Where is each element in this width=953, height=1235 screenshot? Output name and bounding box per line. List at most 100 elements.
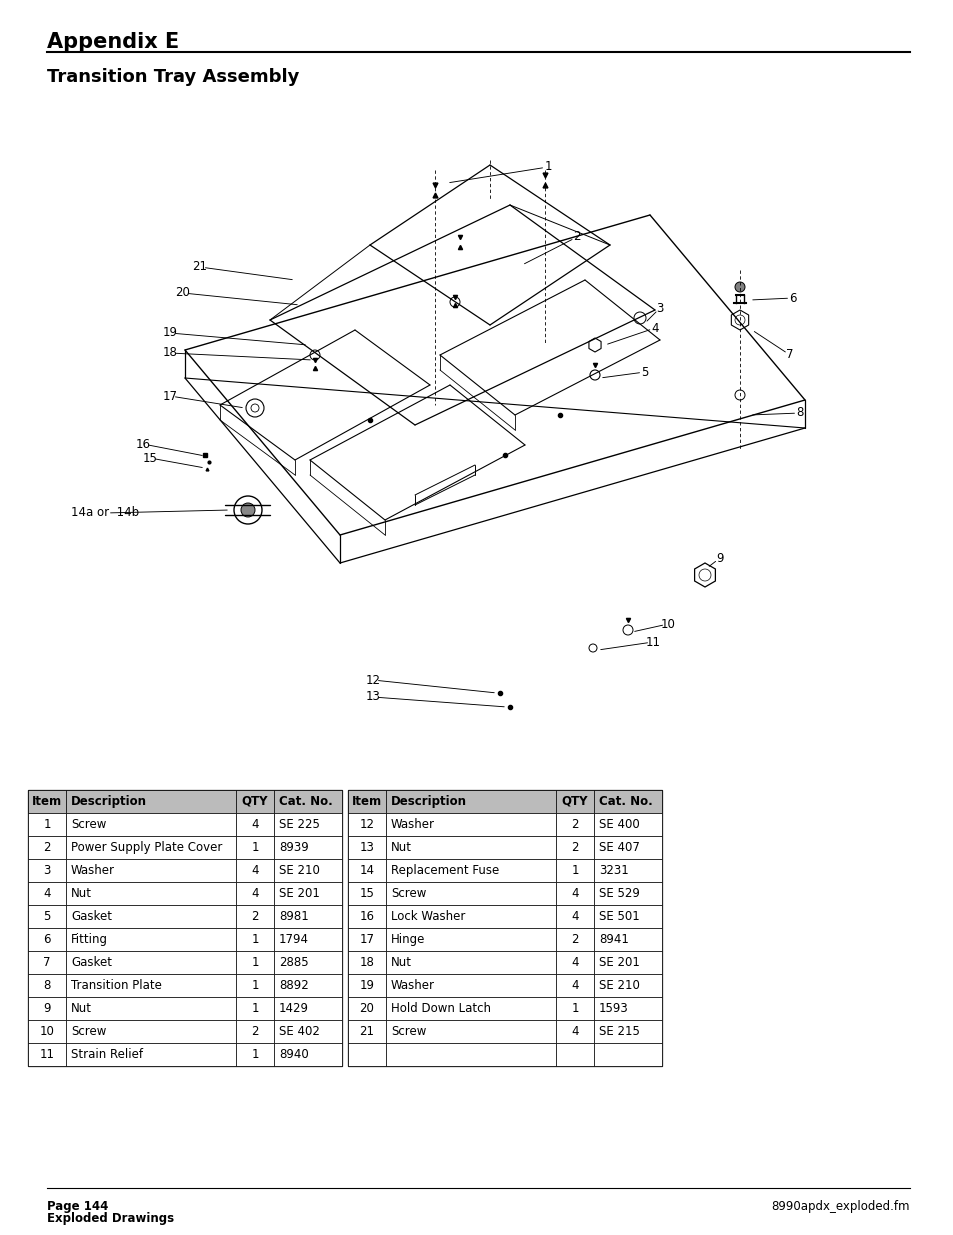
Text: Hold Down Latch: Hold Down Latch <box>391 1002 491 1015</box>
Text: Description: Description <box>391 795 467 808</box>
Text: 15: 15 <box>359 887 374 900</box>
Text: Replacement Fuse: Replacement Fuse <box>391 864 498 877</box>
Text: SE 201: SE 201 <box>278 887 319 900</box>
Bar <box>235 974 274 997</box>
Text: 11: 11 <box>39 1049 54 1061</box>
Text: Appendix E: Appendix E <box>47 32 179 52</box>
Bar <box>348 836 386 860</box>
Text: Strain Relief: Strain Relief <box>71 1049 143 1061</box>
Bar <box>274 927 341 951</box>
Bar <box>348 790 386 813</box>
Text: 2: 2 <box>43 841 51 853</box>
Text: 8939: 8939 <box>278 841 309 853</box>
Text: 1: 1 <box>251 979 258 992</box>
Text: SE 529: SE 529 <box>598 887 639 900</box>
Text: 2: 2 <box>571 818 578 831</box>
Bar <box>28 813 66 836</box>
Text: 15: 15 <box>142 452 157 464</box>
Bar <box>386 1020 556 1044</box>
Text: 8: 8 <box>43 979 51 992</box>
Text: Washer: Washer <box>391 818 435 831</box>
Bar <box>274 905 341 927</box>
Text: 6: 6 <box>43 932 51 946</box>
Bar <box>556 927 594 951</box>
Bar <box>235 951 274 974</box>
Text: 6: 6 <box>788 291 796 305</box>
Bar <box>274 1044 341 1066</box>
Bar <box>28 882 66 905</box>
Text: SE 407: SE 407 <box>598 841 639 853</box>
Text: 16: 16 <box>359 910 375 923</box>
Text: Description: Description <box>71 795 147 808</box>
Bar <box>556 1044 594 1066</box>
Text: SE 400: SE 400 <box>598 818 639 831</box>
Bar <box>348 927 386 951</box>
Bar <box>28 905 66 927</box>
Text: 18: 18 <box>359 956 374 969</box>
Bar <box>66 951 235 974</box>
Bar <box>66 1020 235 1044</box>
Bar <box>274 836 341 860</box>
Bar <box>594 1020 661 1044</box>
Text: Screw: Screw <box>391 887 426 900</box>
Text: SE 501: SE 501 <box>598 910 639 923</box>
Text: Exploded Drawings: Exploded Drawings <box>47 1212 174 1225</box>
Text: 5: 5 <box>43 910 51 923</box>
Bar <box>556 790 594 813</box>
Bar <box>594 836 661 860</box>
Text: Screw: Screw <box>391 1025 426 1037</box>
Text: 9: 9 <box>43 1002 51 1015</box>
Text: Nut: Nut <box>391 956 412 969</box>
Text: Nut: Nut <box>391 841 412 853</box>
Text: 4: 4 <box>251 887 258 900</box>
Text: 7: 7 <box>43 956 51 969</box>
Bar <box>274 1020 341 1044</box>
Text: 13: 13 <box>365 690 380 704</box>
Text: Fitting: Fitting <box>71 932 108 946</box>
Bar <box>386 927 556 951</box>
Bar <box>556 1020 594 1044</box>
Bar <box>386 951 556 974</box>
Text: 18: 18 <box>162 347 177 359</box>
Text: 1429: 1429 <box>278 1002 309 1015</box>
Text: QTY: QTY <box>241 795 268 808</box>
Bar <box>274 813 341 836</box>
Bar <box>556 813 594 836</box>
Text: 21: 21 <box>359 1025 375 1037</box>
Text: Washer: Washer <box>391 979 435 992</box>
Text: 1: 1 <box>43 818 51 831</box>
Bar <box>66 790 235 813</box>
Bar <box>235 882 274 905</box>
Bar <box>556 836 594 860</box>
Text: 12: 12 <box>365 673 380 687</box>
Text: 5: 5 <box>640 366 648 378</box>
Text: 4: 4 <box>251 864 258 877</box>
Bar <box>594 974 661 997</box>
Bar <box>386 997 556 1020</box>
Bar <box>274 860 341 882</box>
Bar <box>348 1044 386 1066</box>
Text: 17: 17 <box>359 932 375 946</box>
Text: Transition Tray Assembly: Transition Tray Assembly <box>47 68 299 86</box>
Bar <box>235 860 274 882</box>
Text: Gasket: Gasket <box>71 956 112 969</box>
Bar <box>386 860 556 882</box>
Text: Screw: Screw <box>71 818 107 831</box>
Bar <box>66 997 235 1020</box>
Text: 19: 19 <box>162 326 177 340</box>
Text: 1593: 1593 <box>598 1002 628 1015</box>
Bar <box>386 974 556 997</box>
Bar <box>28 951 66 974</box>
Bar <box>235 1044 274 1066</box>
Bar <box>348 951 386 974</box>
Text: 8892: 8892 <box>278 979 309 992</box>
Text: Washer: Washer <box>71 864 115 877</box>
Bar <box>556 997 594 1020</box>
Bar <box>386 882 556 905</box>
Text: 1: 1 <box>251 956 258 969</box>
Text: SE 402: SE 402 <box>278 1025 319 1037</box>
Text: 16: 16 <box>135 437 151 451</box>
Text: 8941: 8941 <box>598 932 628 946</box>
Text: Nut: Nut <box>71 887 91 900</box>
Text: 2: 2 <box>571 841 578 853</box>
